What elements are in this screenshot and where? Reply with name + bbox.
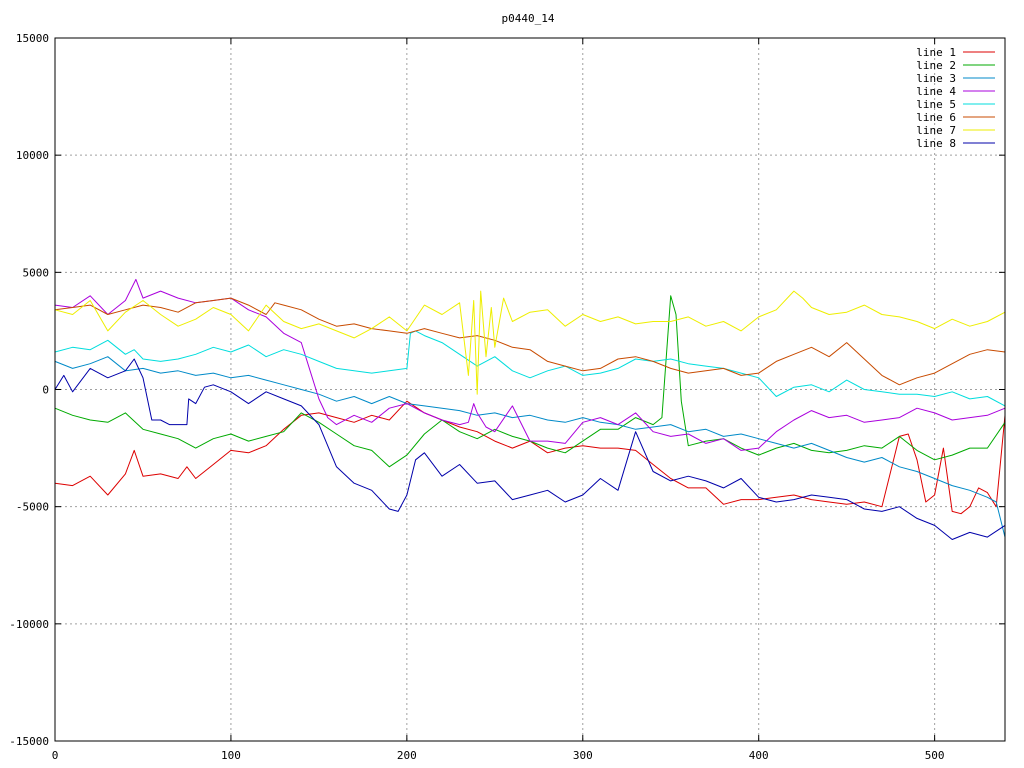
series-line-8 bbox=[54, 358, 1006, 540]
grid bbox=[55, 38, 1005, 741]
x-tick-label: 100 bbox=[221, 749, 241, 762]
series-line-4 bbox=[54, 278, 1006, 451]
y-tick-label: 10000 bbox=[16, 149, 49, 162]
y-tick-label: -15000 bbox=[9, 735, 49, 748]
legend-label: line 2 bbox=[916, 59, 956, 72]
legend-label: line 1 bbox=[916, 46, 956, 59]
y-tick-label: -10000 bbox=[9, 618, 49, 631]
ticks: -15000 -10000 -5000 0 5000 10000 15000 0 100 200 3… bbox=[9, 32, 1005, 762]
y-tick-label: 5000 bbox=[23, 266, 50, 279]
x-tick-label: 200 bbox=[397, 749, 417, 762]
series-line-3 bbox=[54, 356, 1006, 538]
x-tick-label: 400 bbox=[749, 749, 769, 762]
legend-label: line 7 bbox=[916, 124, 956, 137]
series-line-2 bbox=[54, 295, 1006, 468]
series-line-5 bbox=[54, 330, 1006, 407]
legend-label: line 5 bbox=[916, 98, 956, 111]
y-tick-label: 15000 bbox=[16, 32, 49, 45]
legend-label: line 8 bbox=[916, 137, 956, 150]
series-lines bbox=[54, 278, 1006, 540]
x-tick-label: 300 bbox=[573, 749, 593, 762]
chart-title: p0440_14 bbox=[502, 12, 555, 25]
x-tick-label: 500 bbox=[925, 749, 945, 762]
series-line-7 bbox=[54, 290, 1006, 395]
series-line-1 bbox=[54, 400, 1006, 515]
legend-label: line 6 bbox=[916, 111, 956, 124]
legend-label: line 3 bbox=[916, 72, 956, 85]
y-tick-label: 0 bbox=[42, 384, 49, 397]
legend-label: line 4 bbox=[916, 85, 956, 98]
y-tick-label: -5000 bbox=[16, 501, 49, 514]
series-line-6 bbox=[54, 297, 1006, 386]
x-tick-label: 0 bbox=[52, 749, 59, 762]
